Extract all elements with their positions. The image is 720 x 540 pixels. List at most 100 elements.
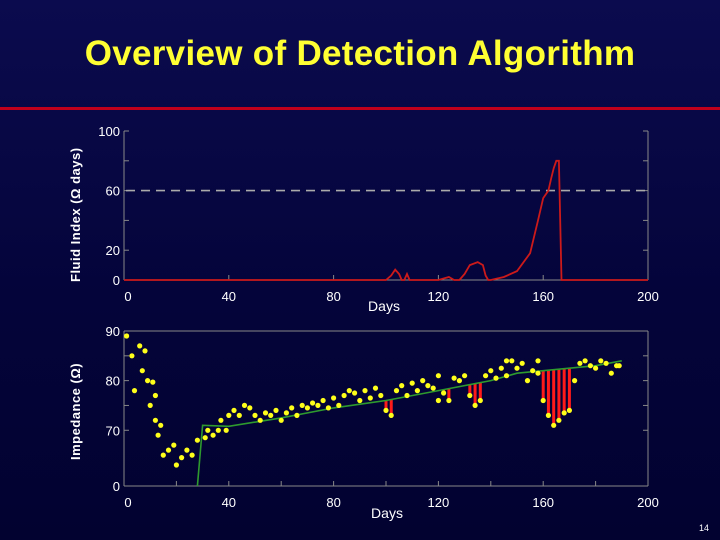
impedance-point [362, 388, 368, 394]
impedance-point [226, 412, 232, 418]
fluid-y-tick-label: 60 [106, 184, 120, 199]
impedance-point [304, 405, 310, 411]
impedance-point [561, 410, 567, 416]
impedance-point [189, 452, 195, 458]
impedance-point [194, 437, 200, 443]
impedance-point [451, 375, 457, 381]
impedance-point [223, 427, 229, 433]
imp-x-tick-label: 120 [428, 495, 450, 510]
impedance-point [331, 395, 337, 401]
fluid-x-tick-label: 40 [222, 289, 236, 304]
impedance-point [593, 365, 599, 371]
impedance-point [488, 368, 494, 374]
impedance-point [608, 370, 614, 376]
title-rule [0, 107, 720, 110]
reference-trend-line [196, 360, 622, 487]
impedance-point [171, 442, 177, 448]
impedance-point [435, 397, 441, 404]
impedance-point [399, 383, 405, 389]
imp-x-tick-label: 0 [124, 495, 131, 510]
impedance-point [165, 447, 172, 453]
impedance-point [456, 378, 462, 384]
impedance-point [336, 402, 342, 408]
impedance-point [446, 397, 452, 404]
impedance-point [598, 358, 604, 364]
impedance-point [129, 353, 135, 359]
impedance-point [535, 370, 541, 376]
impedance-point [462, 373, 468, 379]
impedance-point [241, 402, 248, 408]
impedance-point [268, 412, 274, 418]
impedance-point [540, 397, 546, 404]
impedance-point [467, 392, 473, 399]
impedance-point [147, 402, 153, 408]
impedance-point [346, 388, 352, 394]
impedance-point [262, 410, 269, 416]
impedance-point [430, 385, 436, 391]
fluid-y-tick-label: 0 [113, 273, 120, 288]
imp-x-tick-label: 160 [532, 495, 554, 510]
impedance-point [210, 432, 216, 438]
impedance-point [231, 407, 237, 413]
impedance-point [315, 402, 321, 408]
impedance-point [310, 400, 316, 406]
impedance-point [472, 402, 478, 408]
impedance-point [367, 395, 373, 401]
impedance-point [236, 412, 242, 418]
fluid-x-tick-label: 120 [428, 289, 450, 304]
impedance-point [587, 363, 594, 369]
page-number: 14 [698, 523, 709, 533]
impedance-point [503, 358, 510, 364]
impedance-point [160, 452, 166, 458]
impedance-point [205, 427, 211, 433]
impedance-point [393, 388, 400, 394]
impedance-point [155, 432, 161, 438]
fluid-x-tick-label: 0 [124, 289, 131, 304]
impedance-point [252, 412, 258, 418]
impedance-point [616, 363, 622, 369]
impedance-point [152, 417, 158, 423]
fluid-x-axis-label: Days [368, 298, 400, 314]
impedance-point [483, 373, 489, 379]
impedance-point [137, 343, 143, 349]
impedance-point [352, 390, 358, 396]
impedance-point [124, 333, 130, 339]
impedance-point [524, 378, 531, 384]
impedance-point [572, 378, 578, 384]
impedance-point [320, 397, 326, 404]
impedance-point [218, 417, 224, 423]
imp-x-tick-label: 200 [637, 495, 659, 510]
impedance-point [551, 422, 557, 428]
fluid-index-line [124, 159, 648, 281]
impedance-point [179, 455, 185, 461]
imp-y-tick-label: 0 [113, 479, 120, 494]
impedance-point [435, 373, 441, 379]
impedance-point [131, 388, 138, 394]
impedance-point [145, 378, 151, 384]
fluid-x-tick-label: 80 [326, 289, 340, 304]
impedance-point [582, 358, 588, 364]
imp-x-tick-label: 80 [326, 495, 340, 510]
impedance-point [545, 412, 552, 418]
impedance-point [409, 380, 415, 386]
impedance-point [477, 397, 483, 404]
impedance-point [215, 427, 221, 433]
impedance-point [493, 375, 499, 381]
fluid-x-tick-label: 200 [637, 289, 659, 304]
impedance-point [378, 392, 384, 399]
impedance-point [294, 412, 300, 418]
impedance-point [247, 405, 253, 411]
imp-x-tick-label: 40 [222, 495, 236, 510]
fluid-index-chart: 0 40 80 120 160 200 0 20 60 100 Days [98, 124, 659, 314]
impedance-point [535, 358, 541, 364]
impedance-point [383, 407, 389, 413]
impedance-point [503, 373, 510, 379]
fluid-y-tick-label: 20 [106, 243, 120, 258]
slide-title: Overview of Detection Algorithm [84, 34, 636, 73]
imp-y-tick-label: 70 [106, 423, 120, 438]
impedance-point [425, 383, 431, 389]
impedance-point [257, 417, 263, 423]
impedance-point [139, 368, 145, 374]
impedance-point [152, 392, 158, 399]
